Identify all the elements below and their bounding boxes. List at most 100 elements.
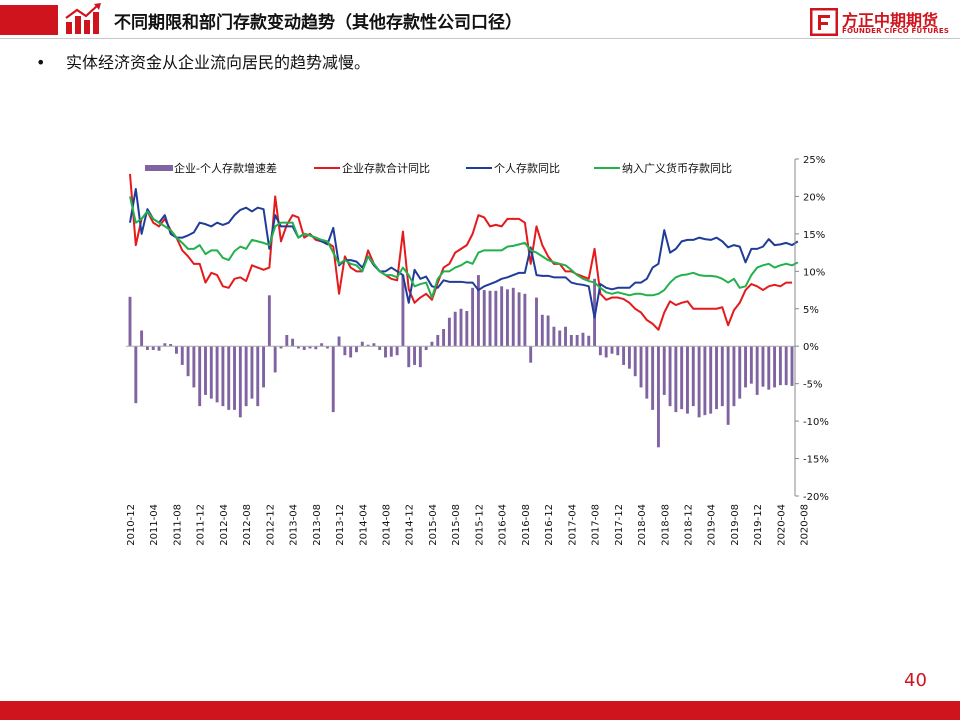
title-red-block <box>0 5 58 35</box>
spread-bar <box>656 346 660 448</box>
spread-bar <box>581 332 585 347</box>
spread-bar <box>633 346 637 377</box>
spread-bar <box>279 346 283 349</box>
x-tick-label: 2018-04 <box>637 504 648 546</box>
x-tick-label: 2014-08 <box>382 504 393 546</box>
x-tick-label: 2017-04 <box>567 504 578 546</box>
spread-bar <box>761 346 765 387</box>
spread-bar <box>308 346 312 349</box>
spread-bar <box>662 346 666 395</box>
spread-bar <box>401 275 405 347</box>
x-tick-label: 2011-08 <box>172 504 183 546</box>
x-tick-label: 2016-12 <box>544 504 555 546</box>
spread-bar <box>395 346 399 356</box>
spread-bar <box>680 346 684 410</box>
spread-bar <box>610 346 614 354</box>
spread-bar <box>459 308 463 347</box>
y-tick-label: -15% <box>803 455 829 466</box>
corporate-deposit-line <box>129 173 792 331</box>
spread-bar <box>645 346 649 399</box>
spread-bar <box>285 334 289 347</box>
x-tick-label: 2012-08 <box>242 504 253 546</box>
spread-bar <box>262 346 266 388</box>
spread-bar <box>732 346 736 407</box>
spread-bar <box>639 346 643 388</box>
spread-bar <box>238 346 242 418</box>
footer-bar <box>0 701 960 720</box>
spread-bar <box>784 346 788 386</box>
spread-bar <box>616 346 620 356</box>
spread-bar <box>569 334 573 347</box>
spread-bar <box>552 326 556 347</box>
spread-bar <box>488 290 492 347</box>
spread-bar <box>355 346 358 353</box>
y-tick-label: 0% <box>803 342 819 353</box>
legend-label-broad-money: 纳入广义货币存款同比 <box>622 161 732 175</box>
spread-bar <box>378 346 382 350</box>
spread-bar <box>291 338 295 347</box>
spread-bar <box>227 346 231 410</box>
spread-bar <box>447 317 451 347</box>
spread-bar <box>296 346 300 349</box>
spread-bar <box>372 343 376 347</box>
spread-bar <box>331 346 335 413</box>
spread-bar <box>773 346 777 388</box>
spread-bar <box>337 336 341 347</box>
spread-bar <box>302 346 306 350</box>
spread-bar <box>453 311 457 347</box>
spread-bar <box>535 297 538 347</box>
y-tick-label: 20% <box>803 192 825 203</box>
spread-bar <box>221 346 225 407</box>
logo-chinese-text: 方正中期期货 <box>842 11 939 30</box>
spread-bar <box>587 335 591 347</box>
spread-bar <box>343 346 347 356</box>
spread-bar <box>186 346 190 377</box>
logo-mark-icon <box>810 8 838 36</box>
spread-bar <box>250 346 254 399</box>
x-tick-label: 2020-04 <box>776 504 787 546</box>
spread-bar <box>715 346 718 410</box>
spread-bar <box>744 346 747 388</box>
personal-deposit-line <box>129 187 799 319</box>
spread-bar <box>215 346 219 403</box>
spread-bar <box>244 346 248 407</box>
x-tick-label: 2015-12 <box>474 504 485 546</box>
spread-bar <box>738 346 742 399</box>
spread-bar <box>540 314 544 347</box>
spread-bar <box>163 343 167 347</box>
spread-bar <box>233 346 236 410</box>
y-tick-label: -5% <box>803 380 822 391</box>
spread-bar <box>314 346 318 350</box>
x-axis: 2010-12 2011-04 2011-08 2011-12 2012-04 2012-… <box>126 504 811 546</box>
x-tick-label: 2019-04 <box>707 504 718 546</box>
spread-bar <box>674 346 678 413</box>
x-tick-label: 2013-08 <box>312 504 323 546</box>
spread-bar <box>325 346 329 349</box>
broad-money-deposit-line <box>129 196 799 299</box>
spread-bar <box>575 334 579 347</box>
spread-bar <box>320 343 324 347</box>
company-logo: 方正中期期货 FOUNDER CIFCO FUTURES <box>810 6 950 40</box>
legend-label-spread: 企业-个人存款增速差 <box>174 161 277 175</box>
spread-bar <box>389 346 393 357</box>
x-tick-label: 2014-04 <box>358 504 369 546</box>
spread-bar <box>709 346 713 414</box>
spread-bar <box>471 287 475 347</box>
spread-bar <box>598 346 602 356</box>
spread-bar <box>627 346 631 369</box>
spread-bar <box>523 293 527 347</box>
spread-bar <box>256 346 260 407</box>
spread-bar <box>192 346 196 388</box>
spread-bar <box>128 296 132 347</box>
spread-bar <box>169 343 173 347</box>
spread-bar <box>267 295 271 347</box>
spread-bar <box>134 346 138 404</box>
spread-bar <box>407 346 411 368</box>
spread-bar <box>558 330 562 347</box>
x-tick-label: 2010-12 <box>126 504 137 546</box>
title-divider <box>0 38 960 39</box>
x-tick-label: 2019-12 <box>753 504 764 546</box>
spread-bar <box>151 346 155 350</box>
x-tick-label: 2011-12 <box>196 504 207 546</box>
spread-bar <box>494 290 498 347</box>
